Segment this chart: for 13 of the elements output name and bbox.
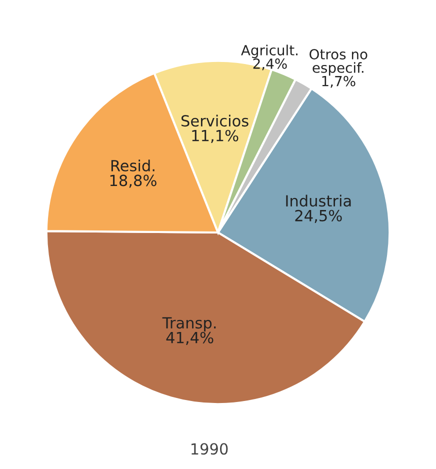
data-label: 41,4% <box>166 332 214 345</box>
data-label: 24,5% <box>295 210 342 223</box>
text: 1990 <box>192 443 228 455</box>
slice-label: Transp. <box>162 317 216 332</box>
slice-label: Servicios <box>182 114 248 127</box>
data-label: 1,7% <box>322 76 356 88</box>
slice-label: Industria <box>286 194 351 207</box>
slice-label: Resid. <box>111 160 154 172</box>
slice-label: Otros no especif. <box>310 48 368 76</box>
data-label: 2,4% <box>253 58 287 70</box>
slice-label: Agricult. <box>241 44 298 58</box>
data-label: 18,8% <box>110 174 156 188</box>
data-label: 11,1% <box>192 130 238 143</box>
